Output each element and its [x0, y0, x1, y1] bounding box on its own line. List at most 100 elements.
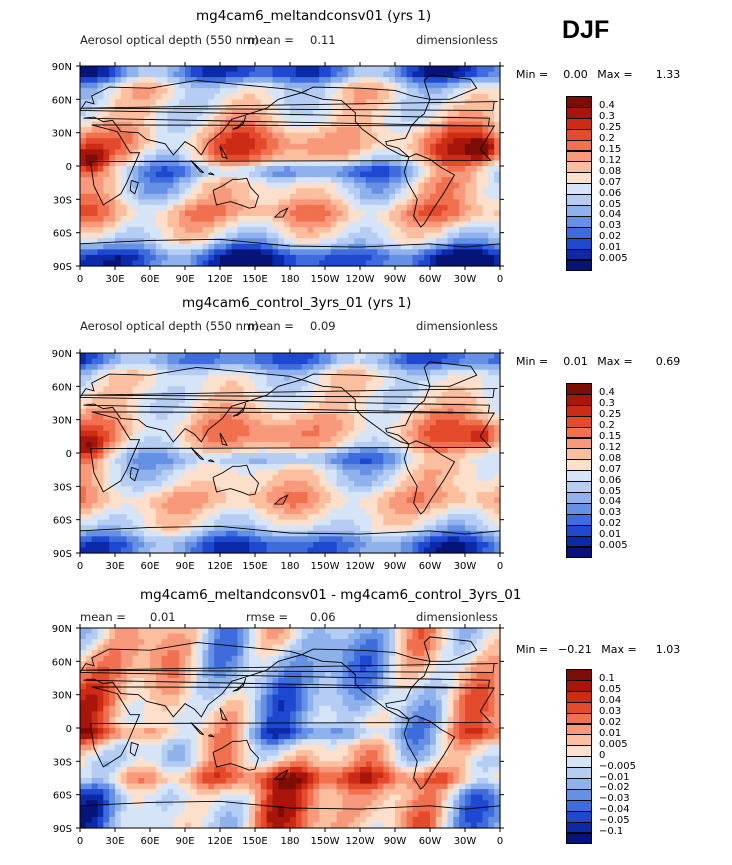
- field-cell: [243, 182, 250, 189]
- field-cell: [307, 547, 314, 554]
- field-cell: [115, 441, 122, 449]
- field-cell: [430, 249, 437, 256]
- field-cell: [360, 166, 367, 173]
- field-cell: [161, 536, 169, 543]
- field-cell: [80, 541, 87, 549]
- field-cell: [284, 508, 291, 515]
- field-cell: [278, 227, 285, 234]
- field-cell: [167, 453, 174, 460]
- field-cell: [470, 132, 478, 139]
- field-cell: [360, 497, 367, 504]
- field-cell: [173, 204, 180, 212]
- field-cell: [260, 138, 268, 145]
- field-cell: [126, 380, 134, 387]
- field-cell: [260, 204, 268, 212]
- field-cell: [435, 88, 443, 95]
- field-cell: [120, 88, 128, 95]
- field-cell: [476, 182, 484, 189]
- field-cells: [80, 353, 501, 554]
- field-cell: [243, 497, 250, 504]
- field-cell: [365, 436, 373, 443]
- field-cell: [354, 171, 361, 178]
- field-cell: [272, 419, 279, 426]
- field-cell: [365, 177, 373, 184]
- field-cell: [313, 364, 320, 371]
- field-cell: [179, 238, 186, 245]
- field-cell: [371, 358, 379, 365]
- field-cell: [243, 138, 250, 145]
- field-cell: [418, 547, 425, 554]
- field-cell: [406, 403, 414, 410]
- field-cell: [231, 469, 239, 476]
- field-cell: [412, 358, 419, 365]
- field-cell: [348, 99, 355, 106]
- field-cell: [80, 149, 87, 156]
- field-cell: [406, 375, 414, 382]
- field-cell: [290, 391, 297, 399]
- panel-1-max-label: Max =: [597, 68, 633, 81]
- field-cell: [470, 254, 478, 262]
- field-cell: [91, 491, 99, 499]
- field-cell: [214, 408, 221, 415]
- field-cell: [237, 177, 244, 184]
- field-cell: [418, 88, 425, 95]
- field-cell: [319, 491, 326, 499]
- field-cell: [295, 77, 303, 84]
- field-cell: [377, 408, 384, 415]
- field-cell: [441, 547, 449, 554]
- field-cell: [389, 403, 396, 410]
- field-cell: [430, 227, 437, 234]
- field-cell: [214, 104, 221, 112]
- field-cell: [266, 216, 274, 223]
- field-cell: [348, 491, 355, 499]
- field-cell: [354, 132, 361, 139]
- field-cell: [319, 104, 326, 112]
- field-cell: [325, 464, 332, 471]
- field-cell: [424, 403, 431, 410]
- field-cell: [441, 525, 449, 532]
- field-cell: [132, 160, 139, 167]
- field-cell: [173, 143, 180, 150]
- field-cell: [360, 238, 367, 245]
- field-cell: [255, 525, 262, 532]
- field-cell: [383, 221, 390, 228]
- field-cell: [424, 132, 431, 139]
- field-cell: [430, 430, 437, 437]
- field-cell: [430, 204, 437, 212]
- field-cell: [144, 110, 151, 117]
- field-cell: [190, 536, 198, 543]
- field-cell: [266, 132, 274, 139]
- field-cell: [231, 503, 239, 510]
- field-cell: [418, 464, 425, 471]
- field-cell: [249, 453, 256, 460]
- field-cell: [360, 71, 367, 78]
- field-cell: [400, 132, 408, 139]
- field-cell: [435, 430, 443, 437]
- field-cell: [313, 536, 320, 543]
- field-cell: [476, 166, 484, 173]
- field-cell: [371, 519, 379, 526]
- field-cell: [225, 77, 233, 84]
- field-cell: [330, 403, 338, 410]
- field-cell: [342, 441, 349, 449]
- field-cell: [284, 486, 291, 493]
- field-cell: [371, 430, 379, 437]
- field-cell: [412, 249, 419, 256]
- field-cell: [179, 104, 186, 112]
- field-cell: [488, 132, 495, 139]
- field-cell: [476, 138, 484, 145]
- field-cell: [389, 486, 396, 493]
- field-cell: [97, 491, 104, 499]
- field-cell: [120, 182, 128, 189]
- field-cell: [109, 525, 116, 532]
- field-cell: [307, 503, 314, 510]
- field-cell: [255, 121, 262, 128]
- field-cell: [80, 369, 87, 376]
- field-cell: [348, 232, 355, 239]
- field-cell: [150, 160, 157, 167]
- field-cell: [465, 143, 472, 150]
- field-cell: [85, 254, 93, 262]
- field-cell: [103, 475, 110, 482]
- field-cell: [395, 414, 402, 421]
- field-cell: [336, 99, 344, 106]
